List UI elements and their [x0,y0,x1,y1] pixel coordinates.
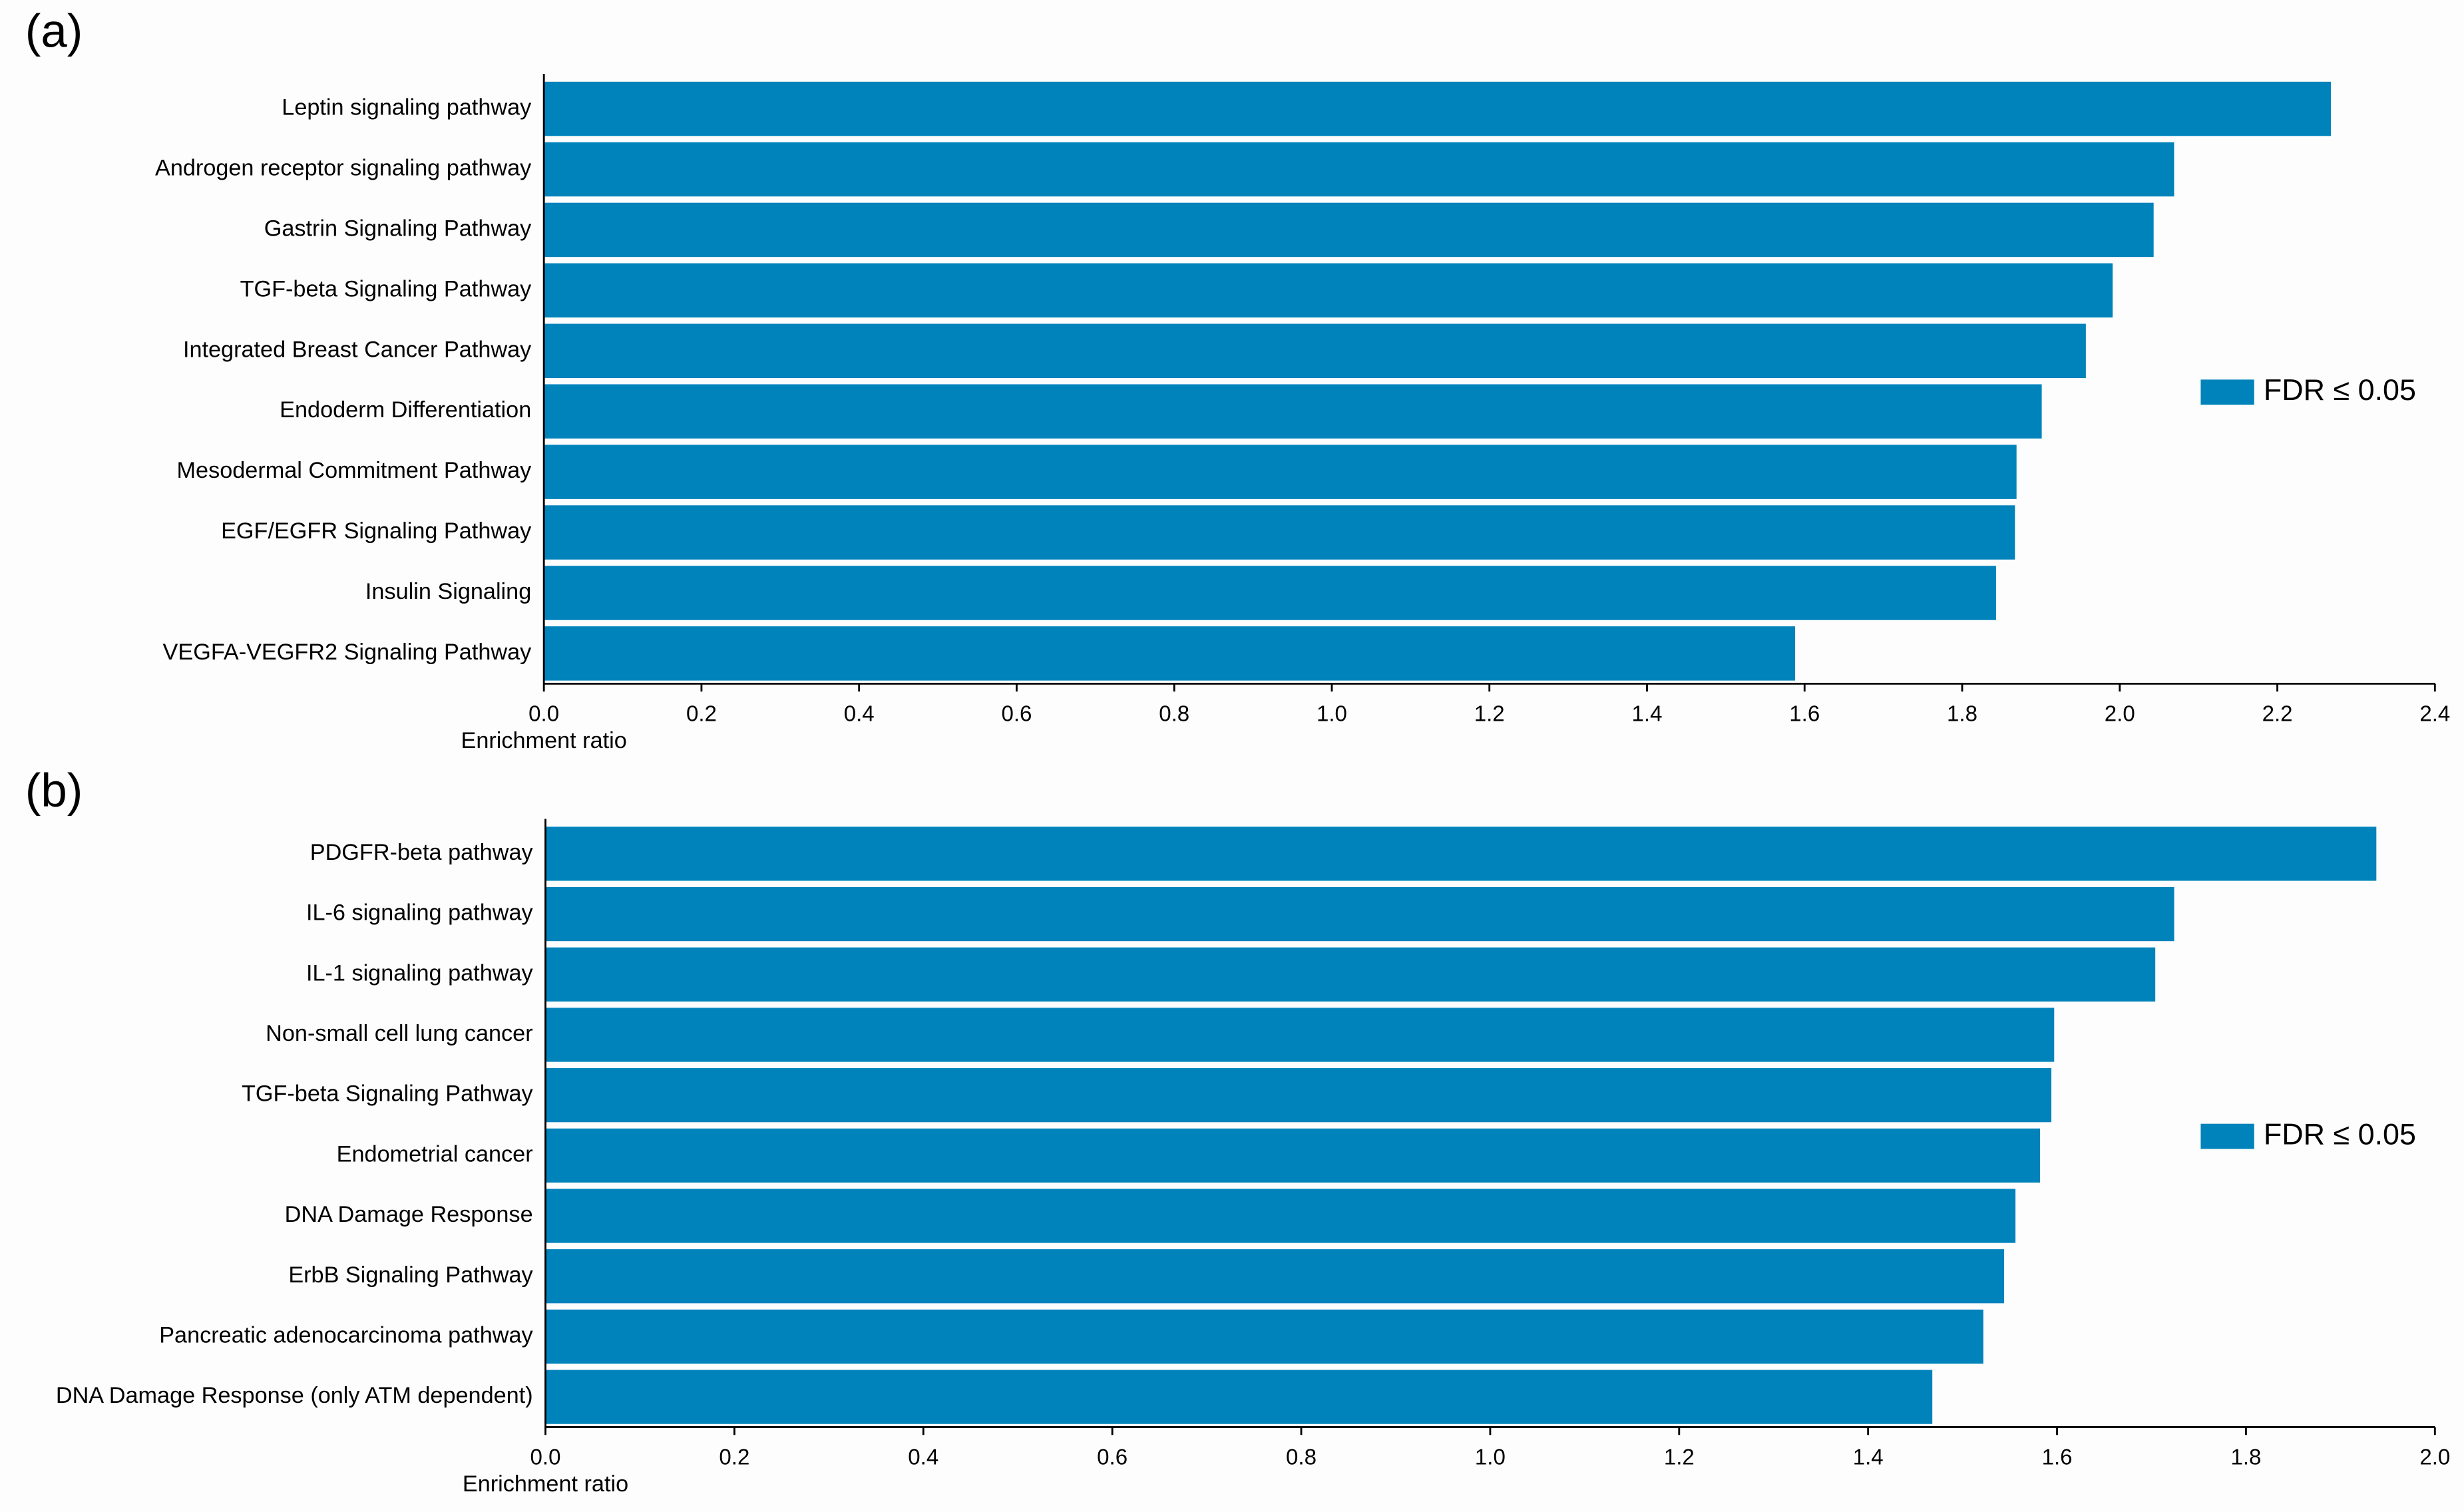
panel-label: (a) [25,5,83,58]
bar [545,886,2174,942]
y-tick-label: Insulin Signaling [365,579,531,604]
x-tick-label: 2.2 [2262,701,2293,726]
bar [545,1370,1933,1424]
x-tick-label: 2.0 [2105,701,2135,726]
y-tick-label: ErbB Signaling Pathway [288,1262,533,1288]
x-axis-label: Enrichment ratio [463,1471,628,1497]
y-tick-label: Gastrin Signaling Pathway [264,216,532,241]
x-axis-label: Enrichment ratio [461,728,627,753]
x-tick-label: 0.8 [1286,1445,1317,1469]
bar [544,626,1796,681]
bar [544,445,2017,499]
bar [545,827,2377,881]
bar [544,81,2332,136]
y-tick-label: Endometrial cancer [337,1141,533,1167]
legend-label: FDR ≤ 0.05 [2264,1117,2416,1151]
bar [545,1189,2016,1243]
x-tick-label: 0.0 [530,1445,561,1469]
bar [544,505,2015,560]
bar [545,1128,2041,1183]
x-tick-label: 0.6 [1001,701,1032,726]
bar [545,1249,2005,1304]
y-tick-label: TGF-beta Signaling Pathway [242,1081,534,1107]
x-tick-label: 1.8 [1947,701,1977,726]
legend-swatch [2200,1123,2254,1149]
y-tick-label: Non-small cell lung cancer [266,1021,532,1046]
y-tick-label: Integrated Breast Cancer Pathway [183,337,532,362]
y-tick-label: Endoderm Differentiation [280,397,531,423]
legend-swatch [2200,379,2254,405]
bar [545,947,2156,1002]
x-tick-label: 1.6 [2042,1445,2073,1469]
y-tick-label: Androgen receptor signaling pathway [155,156,532,181]
bar [545,1068,2052,1123]
bar [545,1008,2055,1062]
y-tick-label: VEGFA-VEGFR2 Signaling Pathway [163,640,532,665]
x-tick-label: 0.4 [908,1445,938,1469]
bar [544,384,2042,439]
y-tick-label: PDGFR-beta pathway [310,840,534,865]
x-tick-label: 2.4 [2419,701,2450,726]
y-tick-label: DNA Damage Response (only ATM dependent) [56,1383,533,1408]
x-tick-label: 1.0 [1317,701,1347,726]
x-tick-label: 0.8 [1159,701,1189,726]
x-tick-label: 0.2 [719,1445,749,1469]
y-tick-label: Mesodermal Commitment Pathway [177,458,532,483]
y-tick-label: IL-1 signaling pathway [306,960,534,986]
bar [544,323,2086,379]
x-tick-label: 1.4 [1853,1445,1884,1469]
panel-label: (b) [25,764,83,817]
y-tick-label: DNA Damage Response [285,1202,533,1227]
bar [545,1309,1983,1364]
x-tick-label: 2.0 [2419,1445,2450,1469]
x-tick-label: 0.6 [1097,1445,1128,1469]
bar [544,142,2174,197]
y-tick-label: IL-6 signaling pathway [306,900,534,926]
bar [544,566,1996,620]
y-tick-label: Pancreatic adenocarcinoma pathway [159,1322,533,1348]
legend-label: FDR ≤ 0.05 [2264,373,2416,407]
y-tick-label: EGF/EGFR Signaling Pathway [221,518,532,544]
x-tick-label: 1.2 [1474,701,1505,726]
y-tick-label: TGF-beta Signaling Pathway [240,276,532,301]
x-tick-label: 1.2 [1664,1445,1695,1469]
x-tick-label: 0.0 [528,701,559,726]
x-tick-label: 1.0 [1475,1445,1506,1469]
bar [544,202,2154,258]
x-tick-label: 1.8 [2230,1445,2261,1469]
x-tick-label: 0.4 [844,701,875,726]
x-tick-label: 0.2 [686,701,717,726]
x-tick-label: 1.6 [1789,701,1820,726]
x-tick-label: 1.4 [1632,701,1663,726]
y-tick-label: Leptin signaling pathway [282,95,532,120]
bar [544,263,2113,318]
